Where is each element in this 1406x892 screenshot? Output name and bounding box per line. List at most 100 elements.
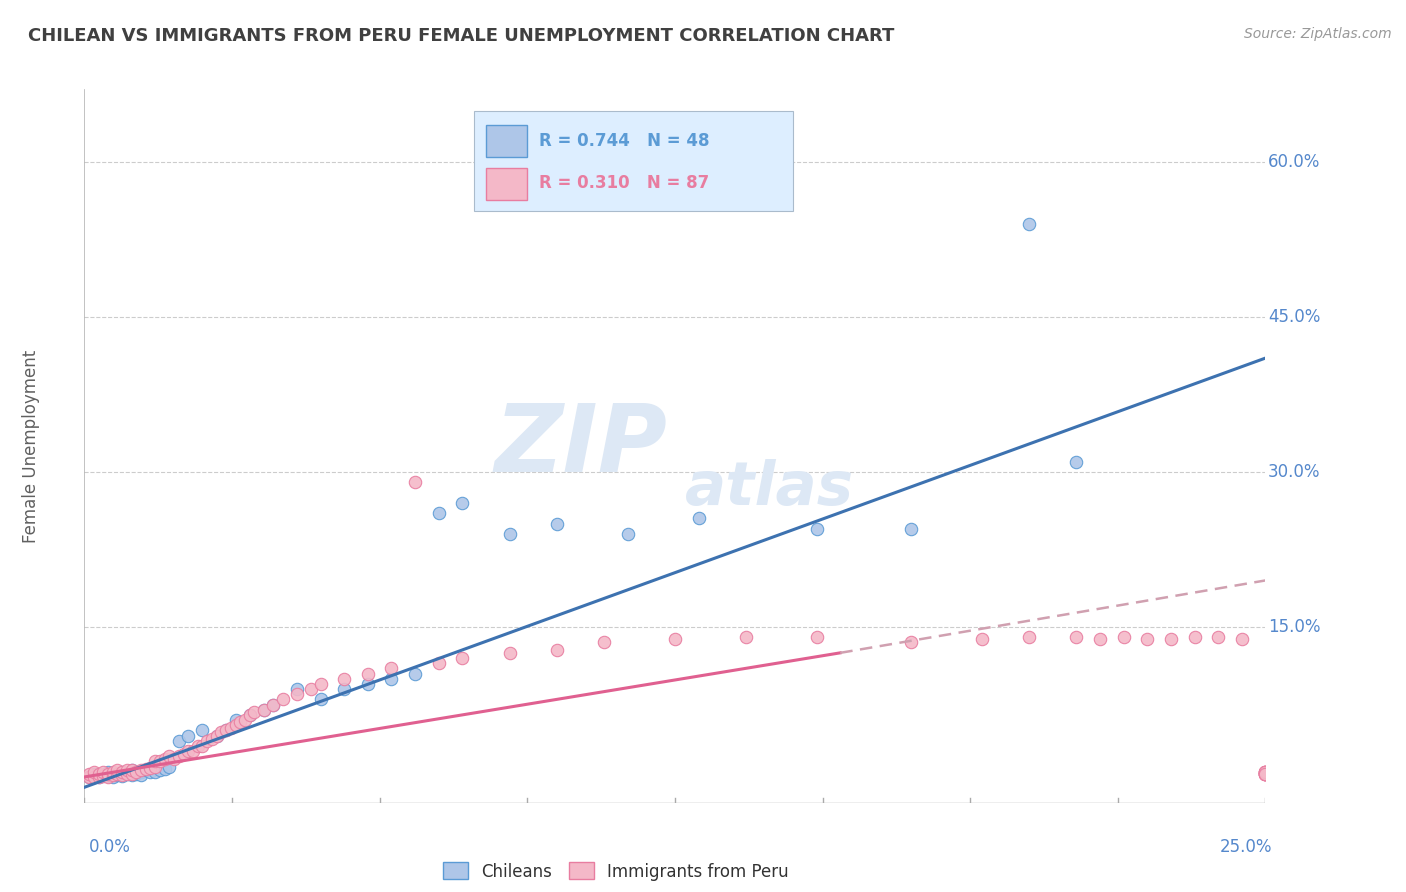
Point (139, 764, 162, 779)
Point (1254, 764, 1277, 779)
Point (187, 739, 209, 753)
Point (157, 749, 180, 764)
Point (101, 764, 124, 779)
Point (664, 632, 686, 647)
Point (101, 770, 124, 784)
Text: 30.0%: 30.0% (1268, 463, 1320, 481)
Point (233, 713, 256, 727)
Point (215, 723, 238, 738)
Point (107, 767, 129, 781)
Point (333, 672, 356, 686)
Point (101, 767, 124, 781)
Point (357, 666, 380, 681)
Point (1112, 630, 1135, 644)
Point (121, 763, 143, 777)
Point (285, 687, 308, 701)
Point (111, 764, 134, 779)
Point (143, 764, 166, 779)
Point (121, 763, 143, 777)
Point (201, 731, 224, 746)
Point (1254, 764, 1277, 779)
Point (135, 762, 157, 776)
Point (253, 703, 276, 717)
Point (1254, 767, 1277, 781)
Point (357, 677, 380, 691)
Text: CHILEAN VS IMMIGRANTS FROM PERU FEMALE UNEMPLOYMENT CORRELATION CHART: CHILEAN VS IMMIGRANTS FROM PERU FEMALE U… (28, 27, 894, 45)
Point (209, 725, 232, 739)
Point (97, 769, 120, 783)
Text: 0.0%: 0.0% (89, 838, 131, 856)
Point (215, 723, 238, 738)
Point (115, 763, 138, 777)
Point (111, 764, 134, 779)
Point (167, 749, 190, 764)
Point (129, 763, 152, 777)
Point (309, 677, 332, 691)
Point (806, 630, 828, 644)
Point (97, 764, 120, 779)
Point (1254, 767, 1277, 781)
Point (125, 764, 148, 779)
Point (157, 759, 180, 773)
Point (87, 767, 110, 781)
Point (77, 767, 100, 781)
Point (129, 764, 152, 779)
Point (195, 733, 218, 747)
Point (97, 770, 120, 784)
Point (115, 767, 138, 781)
Point (734, 630, 756, 644)
Text: 25.0%: 25.0% (1220, 838, 1272, 856)
Point (115, 767, 138, 781)
Point (546, 516, 568, 531)
Point (77, 770, 100, 784)
Point (1160, 632, 1182, 647)
Text: Female Unemployment: Female Unemployment (22, 350, 41, 542)
Point (253, 703, 276, 717)
Point (1254, 767, 1277, 781)
Point (404, 475, 426, 490)
Text: ZIP: ZIP (494, 400, 666, 492)
Point (451, 651, 474, 665)
Point (806, 522, 828, 536)
Point (380, 672, 402, 686)
Point (427, 506, 450, 520)
Point (225, 718, 247, 732)
Point (107, 763, 129, 777)
Point (91, 769, 114, 783)
Point (404, 666, 426, 681)
Point (177, 729, 200, 743)
Text: atlas: atlas (685, 459, 853, 518)
Text: Source: ZipAtlas.com: Source: ZipAtlas.com (1244, 27, 1392, 41)
FancyBboxPatch shape (474, 111, 793, 211)
Point (181, 744, 204, 758)
Point (91, 768, 114, 782)
Point (143, 755, 166, 769)
Point (121, 768, 143, 782)
Point (153, 752, 176, 766)
Text: 15.0%: 15.0% (1268, 618, 1320, 636)
Point (135, 763, 157, 777)
Point (173, 747, 195, 762)
Point (167, 733, 190, 747)
Point (149, 763, 172, 777)
Point (153, 762, 176, 776)
Point (91, 764, 114, 779)
Point (101, 768, 124, 782)
Point (1254, 767, 1277, 781)
Point (143, 759, 166, 773)
Point (262, 698, 284, 712)
Point (107, 768, 129, 782)
Point (688, 511, 710, 525)
Point (1254, 767, 1277, 781)
FancyBboxPatch shape (486, 125, 527, 157)
Point (616, 527, 638, 541)
Point (139, 761, 162, 775)
Point (219, 722, 242, 736)
Point (380, 661, 402, 675)
Point (900, 635, 922, 649)
Point (149, 755, 172, 769)
Point (262, 698, 284, 712)
Point (83, 770, 105, 784)
Point (1066, 454, 1088, 468)
Point (451, 496, 474, 510)
